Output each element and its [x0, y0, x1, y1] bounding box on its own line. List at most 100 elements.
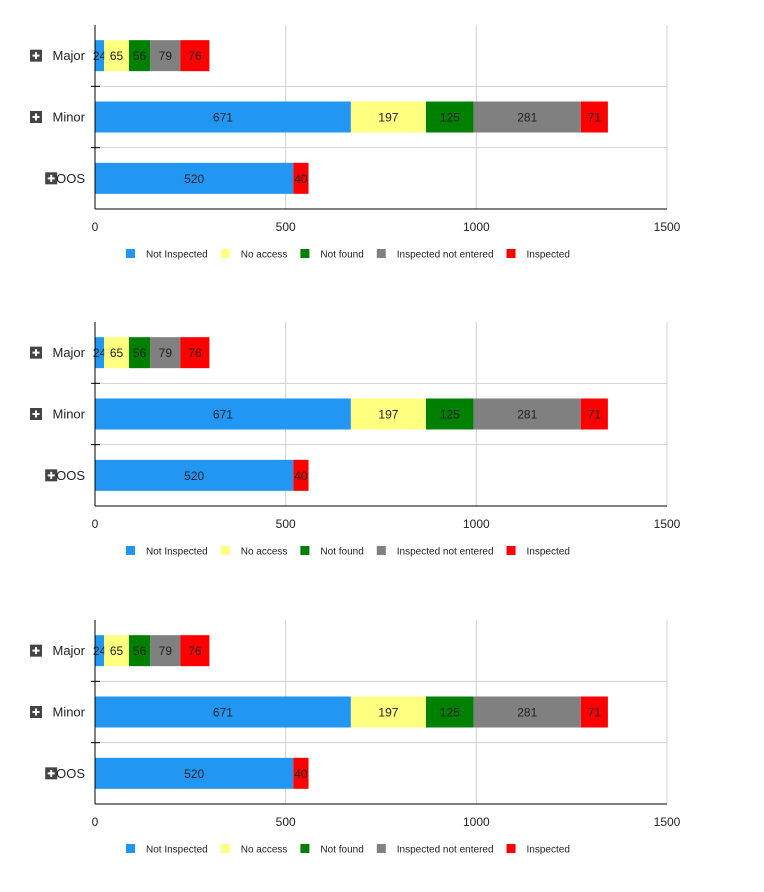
stacked-bar-chart-3: 24 65 56 79 76 Major 671 197 125 281 71 Minor 520 40 O…	[0, 595, 764, 892]
legend-item: No access	[220, 546, 287, 558]
legend-label: No access	[241, 250, 288, 261]
x-tick-label: 1000	[463, 815, 490, 829]
expand-plus-icon[interactable]	[45, 767, 58, 780]
x-tick-label: 0	[92, 517, 99, 531]
legend-label: Not found	[320, 845, 363, 856]
legend-swatch	[300, 546, 310, 555]
plus-icon-glyph	[32, 708, 40, 716]
legend-swatch	[220, 844, 230, 853]
bar-segment	[425, 101, 474, 133]
data-label: 671	[213, 408, 233, 422]
bar-segment	[95, 162, 294, 194]
plus-icon-glyph	[32, 349, 40, 357]
legend-label: Not found	[320, 547, 363, 558]
x-tick-label: 0	[92, 815, 99, 829]
legend-item: Inspected not entered	[376, 844, 494, 856]
legend-item: Inspected not entered	[376, 249, 494, 261]
data-label: 79	[159, 644, 173, 658]
x-tick-label: 1000	[463, 220, 490, 234]
legend-item: Not found	[300, 844, 364, 856]
category-major[interactable]: Major	[30, 48, 86, 63]
data-label: 71	[588, 111, 602, 125]
legend-swatch	[376, 546, 386, 555]
expand-plus-icon[interactable]	[30, 111, 42, 123]
category-label: OOS	[56, 766, 85, 781]
data-label: 24	[93, 346, 107, 360]
expand-plus-icon[interactable]	[45, 469, 58, 482]
legend-swatch	[506, 844, 516, 853]
legend-item: No access	[220, 249, 288, 261]
bar-segment	[104, 635, 129, 667]
plus-icon-glyph	[32, 113, 40, 121]
bar-segment	[580, 101, 608, 133]
bar-segment	[95, 40, 105, 72]
category-label: Major	[52, 48, 85, 63]
legend-item: Inspected	[506, 844, 570, 856]
expand-plus-icon[interactable]	[30, 706, 42, 718]
plus-icon-glyph	[47, 174, 55, 182]
bar-segment	[350, 101, 426, 133]
category-oos[interactable]: OOS	[45, 766, 85, 781]
category-minor[interactable]: Minor	[30, 407, 86, 422]
data-label: 65	[110, 49, 124, 63]
category-label: Major	[52, 345, 85, 360]
data-label: 65	[110, 644, 124, 658]
data-label: 197	[378, 408, 398, 422]
bar-segment	[150, 635, 181, 667]
bar-segment	[150, 40, 181, 72]
bar-segment	[95, 101, 351, 133]
category-major[interactable]: Major	[30, 345, 86, 360]
x-tick-label: 1500	[654, 220, 681, 234]
plus-icon-glyph	[47, 769, 55, 777]
bar-segment	[350, 696, 426, 728]
data-label: 56	[133, 49, 147, 63]
legend-label: Inspected	[527, 845, 570, 856]
category-oos[interactable]: OOS	[45, 171, 85, 186]
category-minor[interactable]: Minor	[30, 705, 86, 720]
legend-item: Inspected not entered	[376, 546, 494, 558]
bar-segment	[180, 40, 210, 72]
expand-plus-icon[interactable]	[45, 172, 58, 185]
legend-label: Not Inspected	[146, 547, 208, 558]
bar-segment	[95, 459, 294, 491]
data-label: 671	[213, 706, 233, 720]
category-major[interactable]: Major	[30, 643, 86, 658]
expand-plus-icon[interactable]	[30, 408, 42, 420]
legend-item: Inspected	[506, 546, 570, 558]
bar-segment	[473, 696, 581, 728]
expand-plus-icon[interactable]	[30, 644, 42, 657]
data-label: 281	[517, 111, 537, 125]
data-label: 125	[440, 408, 460, 422]
bar-segment	[104, 337, 129, 369]
expand-plus-icon[interactable]	[30, 49, 42, 62]
bar-segment	[95, 696, 351, 728]
legend-label: Not Inspected	[146, 845, 208, 856]
data-label: 125	[440, 111, 460, 125]
category-minor[interactable]: Minor	[30, 110, 86, 125]
legend-label: Inspected	[527, 547, 570, 558]
legend-label: Inspected not entered	[397, 250, 494, 261]
data-label: 24	[93, 644, 107, 658]
bar-segment	[95, 398, 351, 430]
data-label: 76	[188, 346, 202, 360]
x-tick-label: 1500	[654, 815, 681, 829]
x-tick-label: 0	[92, 220, 99, 234]
legend-item: Not Inspected	[126, 844, 208, 856]
bar-segment	[580, 398, 608, 430]
plus-icon-glyph	[47, 471, 55, 479]
category-label: OOS	[56, 468, 85, 483]
bar-segment	[180, 635, 210, 667]
category-label: OOS	[56, 171, 85, 186]
chart-svg: 24 65 56 79 76 Major 671 197 125 281 71 Minor 520 40 O…	[30, 620, 681, 856]
data-label: 71	[588, 706, 602, 720]
expand-plus-icon[interactable]	[30, 346, 42, 359]
chart-svg: 24 65 56 79 76 Major 671 197 125 281 71 Minor 520 40 O…	[30, 322, 681, 558]
legend-swatch	[300, 249, 310, 258]
legend-label: Not Inspected	[146, 250, 208, 261]
data-label: 520	[184, 767, 204, 781]
legend-label: No access	[241, 845, 288, 856]
legend-swatch	[376, 249, 386, 258]
chart-svg: 24 65 56 79 76 Major 671 197 125 281 71 Minor 520 40 O…	[30, 25, 681, 261]
category-oos[interactable]: OOS	[45, 468, 85, 483]
legend-item: Not found	[300, 546, 364, 558]
